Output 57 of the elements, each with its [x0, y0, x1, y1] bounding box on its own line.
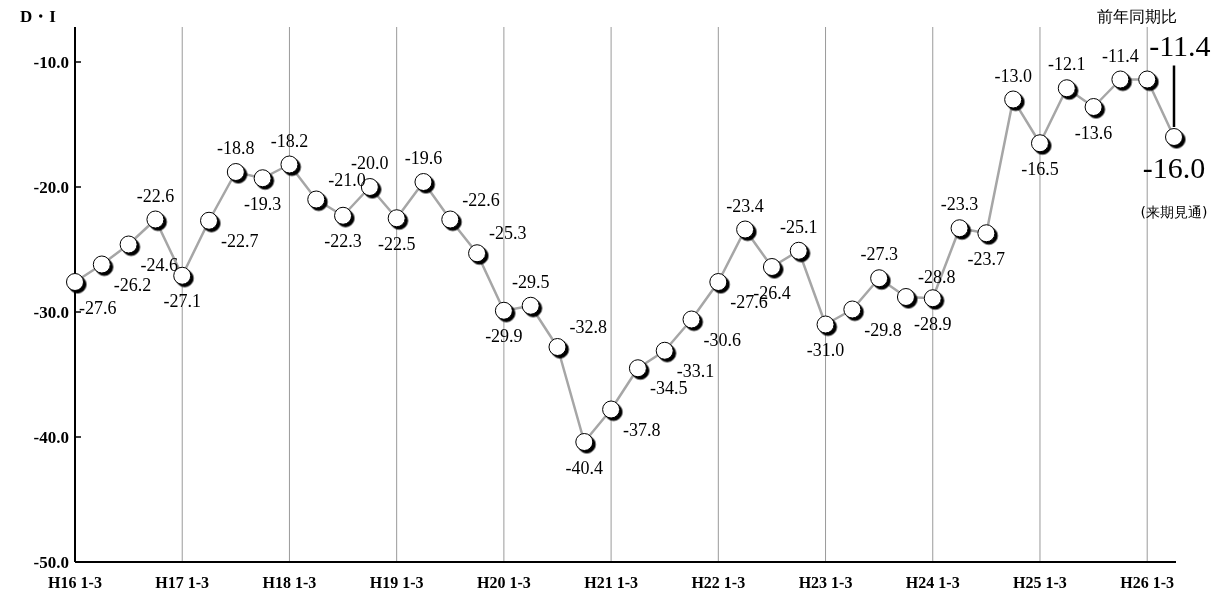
- y-tick-label: -10.0: [33, 53, 69, 72]
- data-label: -28.8: [917, 267, 956, 287]
- x-tick-label: H26 1-3: [1120, 574, 1175, 591]
- y-axis-title: D・I: [20, 7, 57, 26]
- y-tick-label: -20.0: [33, 178, 69, 197]
- data-label: -23.7: [967, 248, 1006, 269]
- text: 前年同期比: [1097, 7, 1178, 26]
- data-label: -24.6: [140, 254, 179, 275]
- y-tick-label: -30.0: [33, 303, 69, 322]
- data-label: -29.8: [864, 319, 902, 340]
- data-label: -12.1: [1048, 54, 1086, 75]
- data-label: -22.6: [462, 189, 500, 210]
- x-tick-label: H21 1-3: [584, 574, 638, 591]
- data-label: -16.5: [1021, 158, 1059, 179]
- data-label: -32.8: [569, 317, 607, 337]
- data-label: -25.1: [780, 216, 818, 237]
- annotation: (来期見通): [1140, 204, 1208, 220]
- data-label: -37.8: [623, 419, 661, 440]
- data-label: -22.3: [324, 231, 362, 252]
- x-tick-label: H20 1-3: [476, 574, 531, 591]
- data-label: -13.0: [994, 65, 1032, 86]
- data-label: -31.0: [806, 340, 845, 360]
- y-tick-label: -50.0: [33, 553, 69, 572]
- x-tick-label: H18 1-3: [262, 574, 317, 591]
- data-label: -16.0: [1142, 150, 1206, 184]
- x-tick-label: H23 1-3: [798, 574, 853, 591]
- data-label: -22.5: [377, 233, 416, 254]
- data-label: -27.3: [860, 244, 898, 265]
- data-label: -23.4: [726, 195, 764, 216]
- x-tick-label: H22 1-3: [691, 574, 746, 591]
- x-tick-label: H19 1-3: [369, 574, 424, 591]
- data-label: -26.2: [113, 274, 152, 295]
- data-label: -23.3: [940, 194, 979, 215]
- x-tick-label: H24 1-3: [905, 574, 960, 591]
- data-label: -19.3: [243, 193, 282, 214]
- data-label: -22.7: [221, 230, 259, 251]
- data-label: -29.9: [485, 326, 523, 347]
- data-label: -28.9: [914, 313, 952, 334]
- data-label: -18.8: [217, 138, 255, 158]
- x-tick-label: H25 1-3: [1013, 574, 1067, 591]
- data-label: -18.2: [270, 130, 309, 151]
- data-label: -19.6: [404, 148, 443, 168]
- data-label: -11.4: [1149, 28, 1211, 62]
- x-tick-label: H17 1-3: [155, 574, 210, 591]
- data-label: -30.6: [703, 329, 741, 350]
- data-label: -33.1: [676, 360, 715, 381]
- data-label: -27.6: [79, 297, 117, 318]
- data-label: -27.1: [163, 291, 201, 312]
- data-label: -40.4: [565, 457, 604, 478]
- data-label: -11.4: [1102, 45, 1139, 66]
- data-label: -13.6: [1074, 122, 1113, 143]
- data-label: -25.3: [489, 223, 527, 244]
- data-label: -29.5: [511, 271, 550, 292]
- data-label: -34.5: [649, 378, 688, 399]
- y-tick-label: -40.0: [33, 428, 69, 447]
- x-tick-label: H16 1-3: [48, 574, 102, 591]
- data-label: -22.6: [136, 185, 175, 206]
